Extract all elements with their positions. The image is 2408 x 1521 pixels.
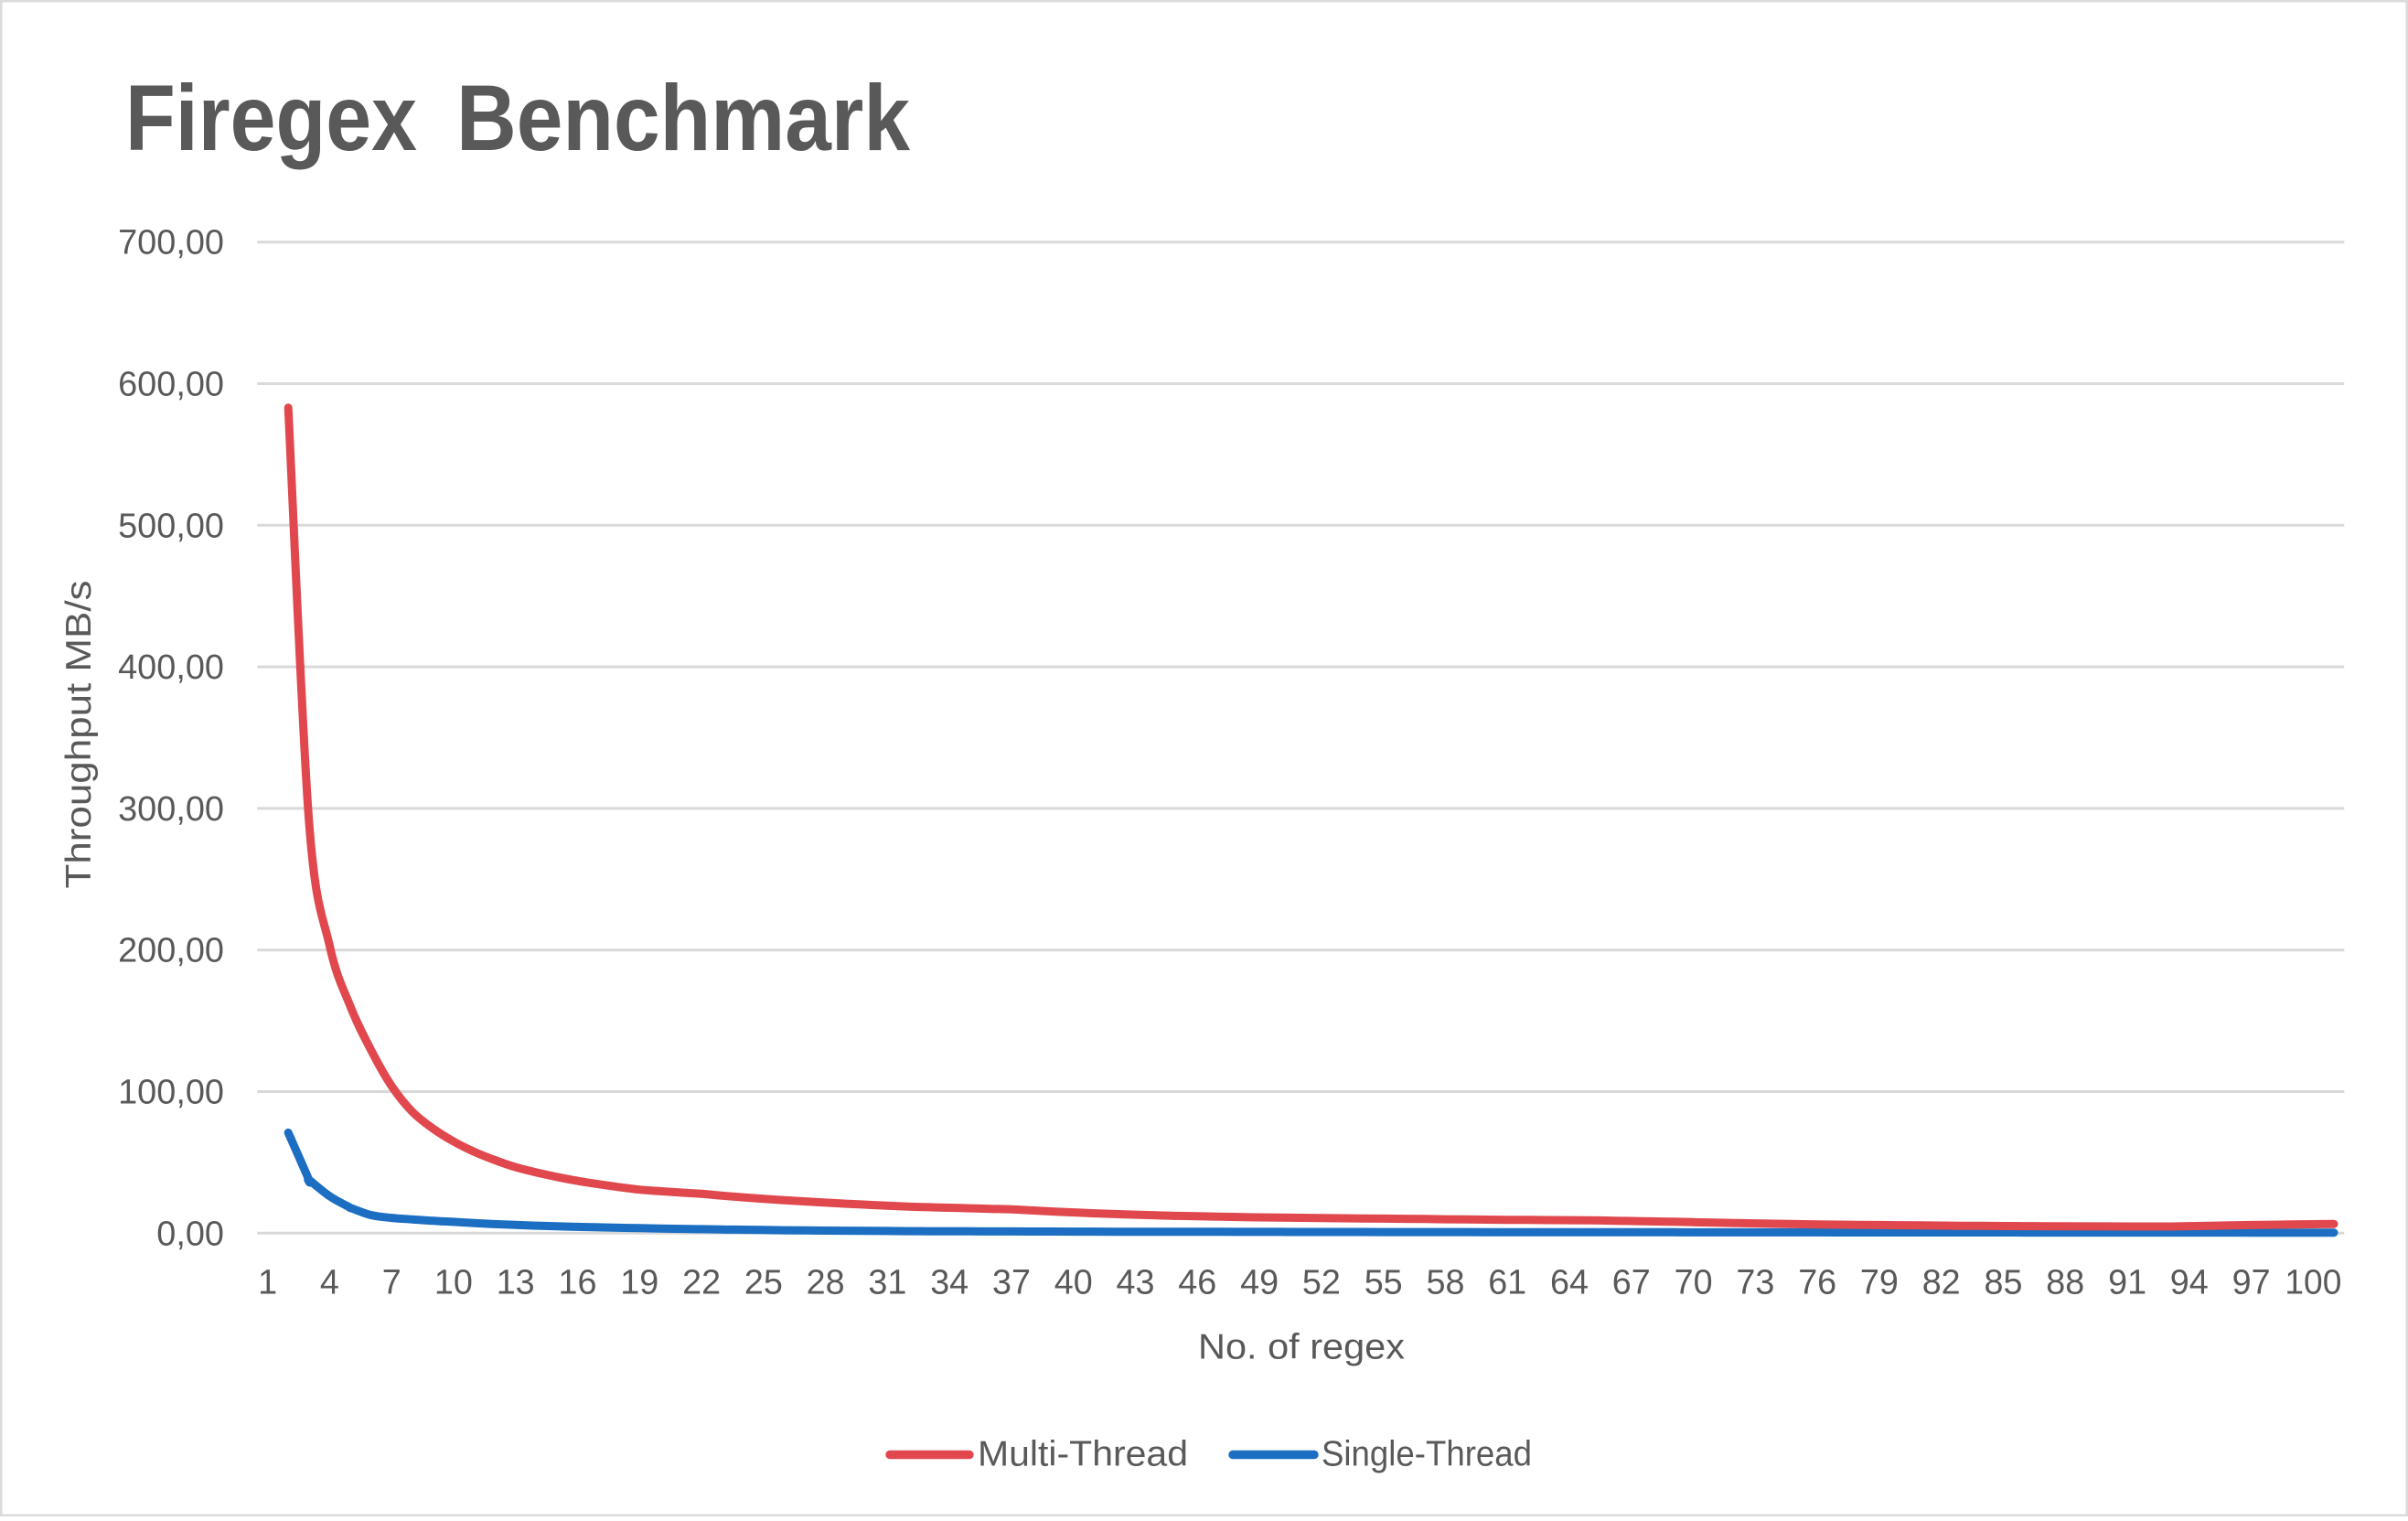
svg-text:Firegex: Firegex <box>125 66 417 170</box>
svg-text:Benchmark: Benchmark <box>456 66 910 170</box>
svg-text:4: 4 <box>320 1264 339 1302</box>
svg-text:Multi-Thread: Multi-Thread <box>978 1434 1188 1473</box>
svg-text:700,00: 700,00 <box>118 224 224 262</box>
svg-text:73: 73 <box>1736 1264 1774 1302</box>
svg-text:55: 55 <box>1365 1264 1403 1302</box>
svg-text:600,00: 600,00 <box>118 366 224 404</box>
svg-text:100,00: 100,00 <box>118 1074 224 1112</box>
svg-text:64: 64 <box>1550 1264 1589 1302</box>
svg-text:200,00: 200,00 <box>118 932 224 970</box>
svg-text:76: 76 <box>1798 1264 1836 1302</box>
svg-text:61: 61 <box>1488 1264 1526 1302</box>
svg-text:1: 1 <box>258 1264 277 1302</box>
svg-text:19: 19 <box>620 1264 658 1302</box>
svg-text:46: 46 <box>1178 1264 1216 1302</box>
svg-text:10: 10 <box>434 1264 473 1302</box>
svg-text:94: 94 <box>2170 1264 2209 1302</box>
svg-text:13: 13 <box>497 1264 535 1302</box>
svg-text:400,00: 400,00 <box>118 648 224 687</box>
svg-text:97: 97 <box>2232 1264 2271 1302</box>
svg-text:Throughput MB/s: Throughput MB/s <box>59 581 99 889</box>
svg-text:100: 100 <box>2285 1264 2341 1302</box>
svg-text:300,00: 300,00 <box>118 790 224 829</box>
svg-text:25: 25 <box>744 1264 783 1302</box>
svg-text:52: 52 <box>1302 1264 1341 1302</box>
svg-text:85: 85 <box>1985 1264 2023 1302</box>
svg-text:0,00: 0,00 <box>156 1215 224 1253</box>
svg-text:43: 43 <box>1117 1264 1155 1302</box>
svg-text:No. of regex: No. of regex <box>1198 1328 1405 1367</box>
svg-text:91: 91 <box>2108 1264 2146 1302</box>
svg-text:16: 16 <box>559 1264 597 1302</box>
svg-text:79: 79 <box>1860 1264 1899 1302</box>
svg-text:22: 22 <box>682 1264 721 1302</box>
svg-text:70: 70 <box>1675 1264 1713 1302</box>
svg-text:88: 88 <box>2046 1264 2084 1302</box>
svg-text:500,00: 500,00 <box>118 507 224 545</box>
svg-text:28: 28 <box>807 1264 845 1302</box>
svg-text:40: 40 <box>1054 1264 1093 1302</box>
svg-text:Single-Thread: Single-Thread <box>1322 1434 1532 1473</box>
svg-text:49: 49 <box>1240 1264 1279 1302</box>
svg-text:37: 37 <box>992 1264 1031 1302</box>
svg-text:7: 7 <box>382 1264 401 1302</box>
svg-text:58: 58 <box>1427 1264 1465 1302</box>
svg-text:31: 31 <box>868 1264 906 1302</box>
svg-text:34: 34 <box>930 1264 969 1302</box>
svg-text:82: 82 <box>1922 1264 1961 1302</box>
svg-text:67: 67 <box>1612 1264 1651 1302</box>
